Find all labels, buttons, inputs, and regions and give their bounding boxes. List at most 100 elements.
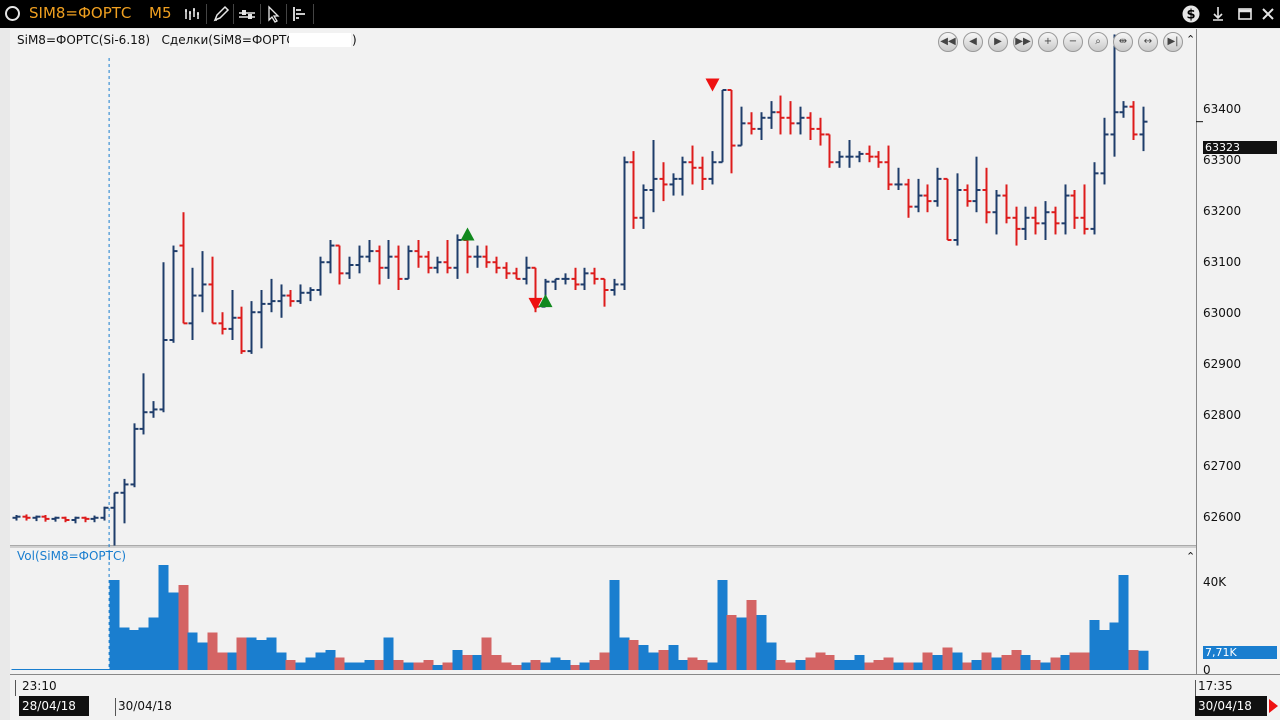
ohlc-bar	[982, 167, 991, 224]
maximize-icon[interactable]	[1236, 5, 1254, 23]
volume-bar	[325, 650, 336, 670]
pane-splitter[interactable]	[10, 545, 1196, 548]
volume-bar	[246, 637, 257, 670]
buy-trade-marker	[460, 227, 475, 241]
ohlc-bar	[316, 256, 325, 296]
price-tick: 62600	[1203, 510, 1242, 524]
ohlc-bar	[306, 287, 315, 302]
time-tick	[1195, 680, 1196, 696]
price-axis[interactable]	[1196, 29, 1280, 674]
ohlc-bar	[296, 284, 305, 304]
price-pane[interactable]	[10, 29, 1196, 545]
price-tick: 63400	[1203, 102, 1242, 116]
ohlc-bar	[188, 267, 197, 340]
zoom-fit-icon[interactable]: ⌕	[1088, 32, 1108, 52]
volume-bar	[677, 660, 688, 670]
volume-bar	[187, 632, 198, 670]
ohlc-bar	[375, 245, 384, 285]
ohlc-bar	[100, 506, 109, 521]
volume-bar	[119, 627, 130, 670]
ohlc-bar	[1041, 201, 1050, 240]
ohlc-bar	[257, 290, 266, 349]
chart-type-icon[interactable]	[183, 5, 203, 23]
download-icon[interactable]	[1209, 5, 1227, 23]
volume-bar	[442, 662, 453, 670]
price-tick: 62900	[1203, 357, 1242, 371]
symbol-label[interactable]: SIM8=ФОРТС	[29, 4, 132, 22]
ohlc-bar	[1051, 206, 1060, 235]
ohlc-bar	[816, 117, 825, 146]
zoom-in-icon[interactable]: +	[1038, 32, 1058, 52]
compress-icon[interactable]: ⇹	[1113, 32, 1133, 52]
ohlc-bar	[776, 95, 785, 135]
cursor-icon[interactable]	[264, 5, 284, 23]
ohlc-bar	[51, 516, 60, 522]
scroll-start-icon[interactable]: ◀◀	[938, 32, 958, 52]
ohlc-bar	[41, 515, 50, 522]
draw-pencil-icon[interactable]	[211, 5, 231, 23]
volume-bar	[619, 637, 630, 670]
ohlc-bar	[433, 256, 442, 274]
price-tick: 63100	[1203, 255, 1242, 269]
ohlc-bar	[1080, 184, 1089, 235]
scroll-end-icon[interactable]: ▶▶	[1013, 32, 1033, 52]
expand-icon[interactable]: ↔	[1138, 32, 1158, 52]
volume-bar	[932, 655, 943, 670]
ohlc-bar	[669, 173, 678, 196]
ohlc-bar	[267, 278, 276, 313]
volume-bar	[952, 652, 963, 670]
volume-bar	[893, 662, 904, 670]
order-book-icon[interactable]	[290, 5, 310, 23]
go-last-icon[interactable]: ▶|	[1163, 32, 1183, 52]
ohlc-bar	[12, 515, 21, 521]
volume-bar	[589, 660, 600, 670]
volume-bar	[21, 669, 32, 670]
volume-bar	[109, 580, 120, 670]
volume-bar	[1060, 655, 1071, 670]
ohlc-bar	[1090, 162, 1099, 235]
scroll-left-icon[interactable]: ◀	[963, 32, 983, 52]
ohlc-bar	[972, 156, 981, 213]
scroll-forward-icon[interactable]	[1268, 698, 1280, 714]
close-icon[interactable]	[1259, 5, 1277, 23]
collapse-volume-pane-icon[interactable]: ⌃	[1186, 550, 1196, 563]
ohlc-bar	[120, 478, 129, 524]
volume-bar	[481, 637, 492, 670]
ohlc-bar	[1129, 101, 1138, 140]
volume-bar	[413, 662, 424, 670]
time-tick	[115, 698, 116, 716]
volume-bar	[472, 655, 483, 670]
volume-bar	[70, 669, 81, 670]
ohlc-bar	[1031, 206, 1040, 235]
ohlc-bar	[580, 267, 589, 290]
volume-bar	[736, 617, 747, 670]
timeframe-label[interactable]: M5	[149, 4, 172, 22]
volume-bar	[521, 662, 532, 670]
time-axis[interactable]	[10, 674, 1280, 720]
volume-bar	[805, 657, 816, 670]
volume-bar	[648, 652, 659, 670]
volume-bar	[922, 652, 933, 670]
ohlc-bar	[708, 151, 717, 185]
volume-bar	[726, 615, 737, 670]
volume-bar	[178, 585, 189, 670]
volume-bar	[1069, 652, 1080, 670]
ohlc-bar	[61, 516, 70, 523]
ohlc-bar	[169, 245, 178, 343]
volume-bar	[854, 655, 865, 670]
volume-bar	[795, 660, 806, 670]
indicators-icon[interactable]	[237, 5, 257, 23]
dollar-icon[interactable]: $	[1182, 5, 1200, 23]
volume-bar	[844, 660, 855, 670]
scroll-right-icon[interactable]: ▶	[988, 32, 1008, 52]
volume-bar	[129, 630, 140, 670]
volume-bar	[423, 660, 434, 670]
window-menu-icon[interactable]	[5, 6, 20, 21]
ohlc-bar	[551, 277, 560, 290]
ohlc-bar	[825, 133, 834, 168]
collapse-price-pane-icon[interactable]: ⌃	[1186, 33, 1196, 46]
volume-bar	[266, 637, 277, 670]
ohlc-bar	[649, 140, 658, 213]
zoom-out-icon[interactable]: −	[1063, 32, 1083, 52]
volume-bar	[873, 660, 884, 670]
